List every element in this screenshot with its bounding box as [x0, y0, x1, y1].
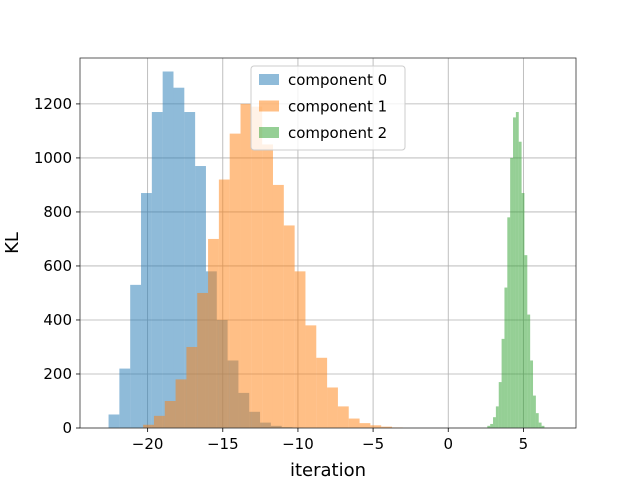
histogram-bar-0	[162, 71, 174, 428]
y-tick-label: 200	[43, 365, 72, 383]
histogram-bar-0	[184, 112, 196, 429]
y-tick-label: 800	[43, 203, 72, 221]
x-tick-label: −5	[362, 435, 384, 453]
histogram-bar-2	[533, 395, 536, 428]
histogram-bar-0	[173, 87, 185, 428]
histogram-bar-2	[530, 360, 534, 428]
histogram-bar-2	[538, 422, 542, 428]
histogram-bar-2	[507, 217, 511, 428]
histogram-bar-1	[370, 425, 382, 428]
histogram-bar-1	[305, 325, 317, 428]
histogram-bar-2	[513, 117, 516, 428]
histogram-bar-2	[490, 423, 494, 428]
histogram-bar-2	[518, 141, 522, 428]
histogram-bar-2	[501, 338, 505, 428]
legend-label: component 0	[288, 71, 387, 89]
histogram-bar-1	[208, 238, 219, 428]
histogram-bar-1	[143, 424, 154, 428]
histogram-bar-1	[359, 423, 371, 428]
histogram-bar-2	[495, 406, 499, 428]
histogram-bar-1	[175, 379, 187, 428]
histogram-bar-2	[521, 193, 525, 428]
histogram-bar-1	[294, 271, 306, 428]
x-tick-label: 0	[443, 435, 453, 453]
histogram-bar-2	[515, 112, 519, 429]
histogram-bar-2	[541, 425, 545, 428]
legend-label: component 2	[288, 124, 387, 142]
histogram-bar-1	[251, 106, 263, 429]
y-tick-label: 0	[62, 419, 72, 437]
histogram-bar-1	[337, 406, 349, 428]
legend-label: component 1	[288, 98, 387, 116]
legend-swatch	[259, 74, 279, 85]
y-tick-label: 1200	[34, 95, 72, 113]
x-tick-label: 5	[519, 435, 529, 453]
x-tick-label: −15	[207, 435, 239, 453]
histogram-bar-1	[348, 418, 360, 428]
histogram-bar-2	[524, 255, 528, 428]
histogram-bar-2	[527, 314, 531, 428]
histogram-bar-1	[327, 387, 338, 428]
axis-ticks: −20 −15 −10 −5 0 5 0 200 400 600 800 1000 1200	[34, 95, 528, 453]
histogram-bar-2	[535, 413, 539, 428]
y-tick-label: 400	[43, 311, 72, 329]
legend: component 0 component 1 component 2	[250, 65, 406, 151]
histogram-bar-2	[504, 287, 508, 428]
histogram-bar-1	[262, 144, 273, 429]
histogram-bar-1	[229, 133, 241, 429]
legend-swatch	[259, 127, 279, 138]
histogram-bar-2	[487, 425, 491, 428]
histogram-bar-1	[186, 346, 198, 428]
y-tick-label: 600	[43, 257, 72, 275]
histogram-bar-2	[498, 382, 502, 428]
histogram-bar-1	[153, 415, 165, 428]
x-tick-label: −10	[282, 435, 314, 453]
histogram-bar-1	[381, 426, 393, 428]
histogram-bar-1	[164, 400, 176, 428]
plot-frame	[79, 57, 577, 429]
histogram-bar-0	[108, 414, 120, 428]
x-axis-label: iteration	[290, 460, 366, 480]
histogram-bar-1	[218, 179, 230, 428]
x-tick-label: −20	[132, 435, 164, 453]
histogram-bar-1	[316, 357, 328, 428]
histogram-bar-2	[510, 157, 514, 428]
histogram-bar-1	[272, 184, 284, 428]
histogram-bar-2	[493, 417, 496, 428]
histogram-bars	[108, 71, 545, 429]
histogram-bar-0	[141, 193, 152, 428]
histogram-bar-1	[240, 103, 252, 428]
y-tick-label: 1000	[34, 149, 72, 167]
histogram-bar-1	[283, 225, 295, 428]
histogram-bar-1	[197, 292, 209, 428]
y-axis-label: KL	[2, 232, 23, 254]
histogram-bar-0	[119, 368, 131, 428]
legend-swatch	[259, 100, 279, 112]
histogram-bar-0	[130, 284, 142, 428]
legend-box	[250, 65, 406, 151]
histogram-bar-0	[151, 112, 163, 429]
